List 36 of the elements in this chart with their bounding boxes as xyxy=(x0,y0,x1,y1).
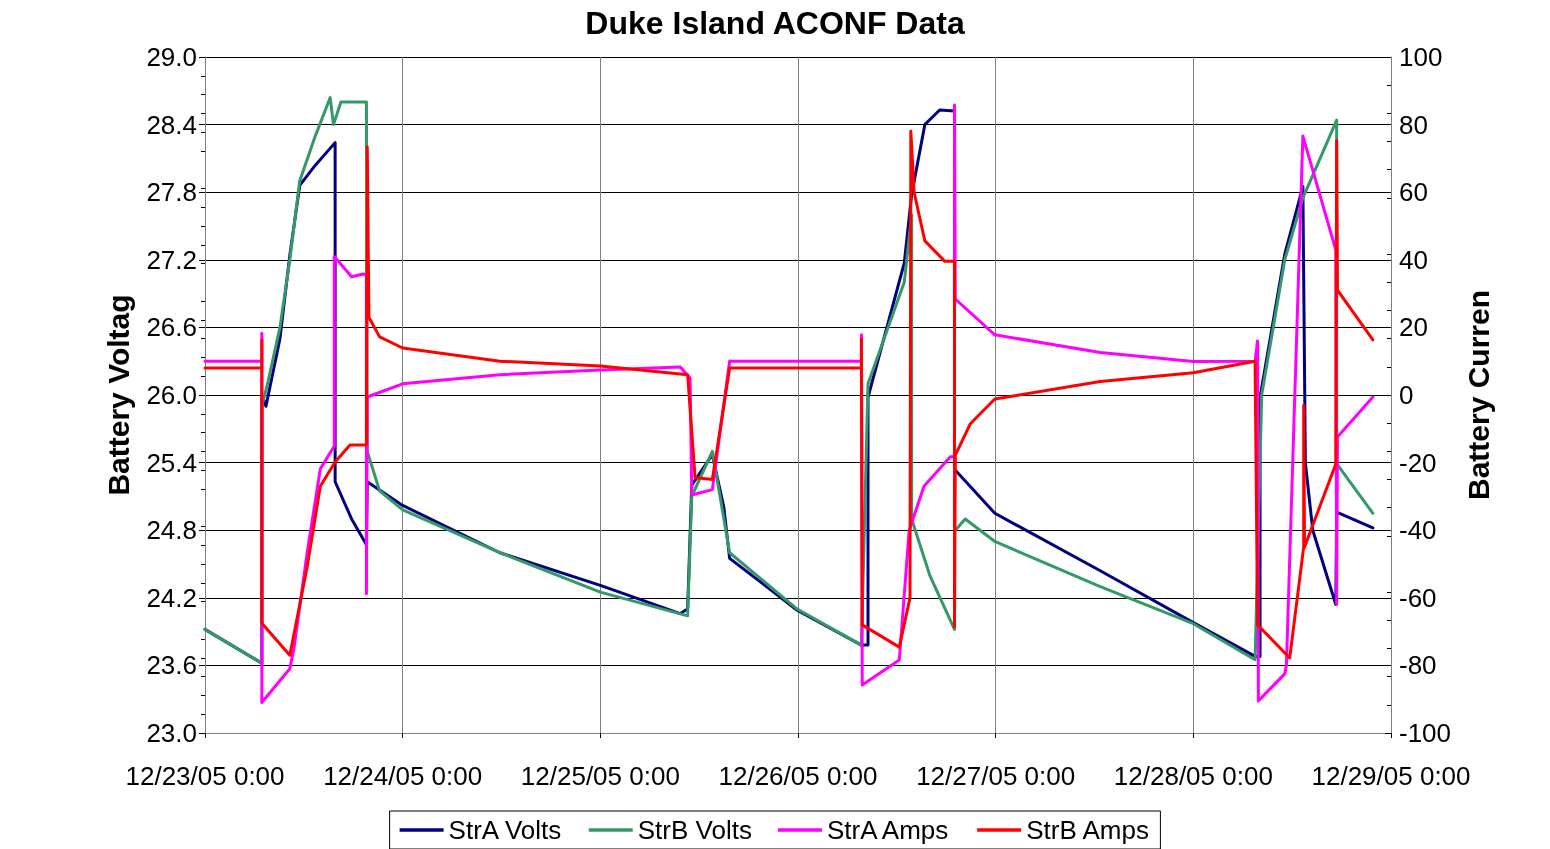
y2-tick-label: -60 xyxy=(1399,582,1437,613)
y2-tick-label: -100 xyxy=(1399,718,1452,748)
y-tick-label: 27.8 xyxy=(146,177,197,208)
y2-tick-label: 100 xyxy=(1399,42,1443,72)
x-tick-label: 12/23/05 0:00 xyxy=(125,761,285,791)
x-tick-label: 12/25/05 0:00 xyxy=(520,761,680,791)
y2-tick-label: -40 xyxy=(1399,515,1437,546)
y2-axis-title: Battery Curren xyxy=(1461,289,1495,501)
y2-tick-label: 60 xyxy=(1399,177,1428,208)
legend-label: StrA Amps xyxy=(826,815,949,845)
y-tick-label: 24.8 xyxy=(146,515,197,546)
y-tick-label: 28.4 xyxy=(146,109,197,140)
y-tick-label: 25.4 xyxy=(146,447,197,478)
y2-tick-label: 20 xyxy=(1399,312,1428,343)
y2-tick-label: 0 xyxy=(1399,380,1414,410)
y-tick-label: 26.0 xyxy=(146,380,197,410)
y-tick-label: 26.6 xyxy=(146,312,197,343)
x-tick-label: 12/28/05 0:00 xyxy=(1113,761,1273,791)
y-tick-label: 27.2 xyxy=(146,244,197,275)
x-tick-label: 12/26/05 0:00 xyxy=(718,761,878,791)
y2-tick-label: -80 xyxy=(1399,650,1437,681)
y-tick-label: 23.0 xyxy=(146,718,197,748)
y-tick-label: 29.0 xyxy=(146,42,197,72)
y-tick-label: 23.6 xyxy=(146,650,197,681)
y2-tick-label: 40 xyxy=(1399,244,1428,275)
y-tick-label: 24.2 xyxy=(146,582,197,613)
x-tick-label: 12/29/05 0:00 xyxy=(1311,761,1471,791)
legend-label: StrB Amps xyxy=(1026,815,1149,845)
y-axis-title: Battery Voltag xyxy=(101,294,135,496)
chart-title: Duke Island ACONF Data xyxy=(585,5,965,41)
x-tick-label: 12/24/05 0:00 xyxy=(323,761,483,791)
x-tick-label: 12/27/05 0:00 xyxy=(916,761,1076,791)
legend-label: StrB Volts xyxy=(637,815,752,845)
y2-tick-label: 80 xyxy=(1399,109,1428,140)
legend-label: StrA Volts xyxy=(448,815,562,845)
y2-tick-label: -20 xyxy=(1399,447,1437,478)
